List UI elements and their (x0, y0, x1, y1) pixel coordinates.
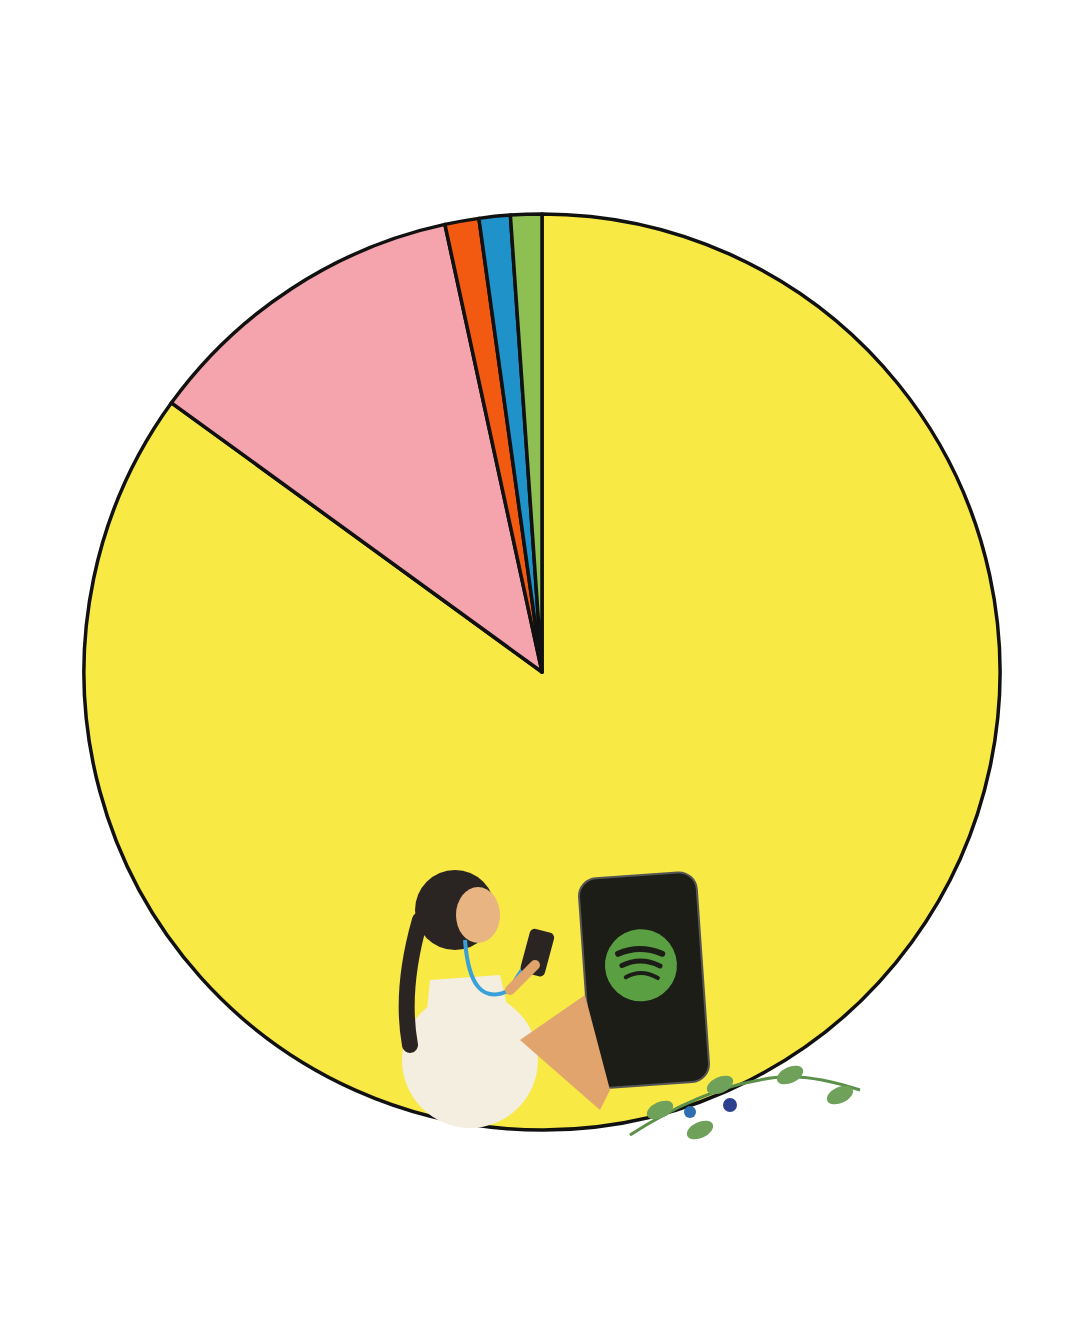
leaf (684, 1117, 716, 1143)
chart-svg (0, 0, 1080, 1344)
flower (684, 1106, 696, 1118)
chart-root (0, 0, 1080, 1344)
illustration (402, 870, 860, 1143)
girl-arm (510, 965, 535, 990)
flower (723, 1098, 737, 1112)
phone-logo-wave (622, 960, 660, 969)
phone-logo-wave (618, 947, 662, 956)
pie-slices (84, 214, 1000, 1130)
pie-slice (84, 214, 1000, 1130)
pie-slice (510, 214, 542, 672)
leaf (704, 1072, 736, 1098)
leaf (774, 1062, 806, 1088)
girl-braid (407, 920, 420, 1045)
leaf (644, 1097, 676, 1123)
vine (630, 1077, 860, 1135)
phone-logo-wave (626, 972, 658, 981)
leaf (824, 1082, 856, 1108)
phone-logo (603, 927, 680, 1004)
girl-legs (520, 995, 610, 1110)
girl-face (456, 887, 500, 943)
